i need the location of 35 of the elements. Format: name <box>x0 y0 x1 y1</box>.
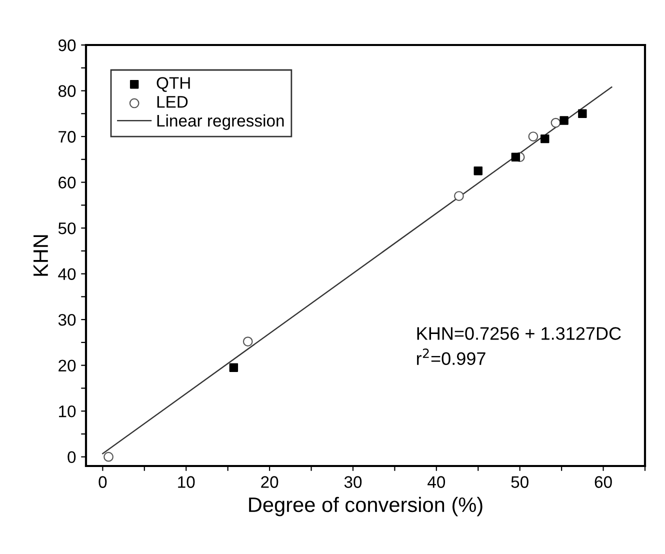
point <box>560 116 568 125</box>
x-tick-label: 10 <box>178 476 195 488</box>
legend-label: LED <box>157 96 188 108</box>
x-tick-label: 60 <box>594 476 612 488</box>
point <box>528 132 538 142</box>
y-tick-label: 40 <box>58 268 76 280</box>
y-tick-label: 90 <box>58 39 76 52</box>
y-tick-label: 60 <box>58 176 76 188</box>
y-tick-label: 0 <box>68 451 76 464</box>
x-tick-label: 30 <box>344 476 362 488</box>
point <box>540 134 550 144</box>
x-tick-label: 0 <box>98 476 107 488</box>
y-tick-label: 70 <box>58 130 76 143</box>
point <box>229 363 238 372</box>
legend-label: Linear regression <box>157 114 284 130</box>
point <box>474 166 482 176</box>
y-tick-label: 30 <box>58 314 76 326</box>
y-axis-title: KHN <box>34 235 48 276</box>
point <box>550 118 561 128</box>
y-tick-label: 80 <box>58 85 76 97</box>
legend-label: QTH <box>156 77 190 92</box>
point <box>454 191 464 201</box>
x-tick-label: 50 <box>511 476 528 488</box>
y-tick-label: 10 <box>59 405 76 418</box>
annotation: KHN=0.7256 + 1.3127DC <box>417 327 621 340</box>
x-tick-label: 20 <box>261 476 278 488</box>
point <box>242 336 253 346</box>
annotation: r$^{2}$=0.997 <box>417 348 486 365</box>
point <box>578 109 587 118</box>
y-tick-label: 50 <box>58 222 76 234</box>
point <box>104 452 114 462</box>
x-axis-title: Degree of conversion (%) <box>249 496 482 516</box>
point <box>511 152 520 162</box>
y-tick-label: 20 <box>58 360 76 372</box>
x-tick-label: 40 <box>428 476 446 488</box>
